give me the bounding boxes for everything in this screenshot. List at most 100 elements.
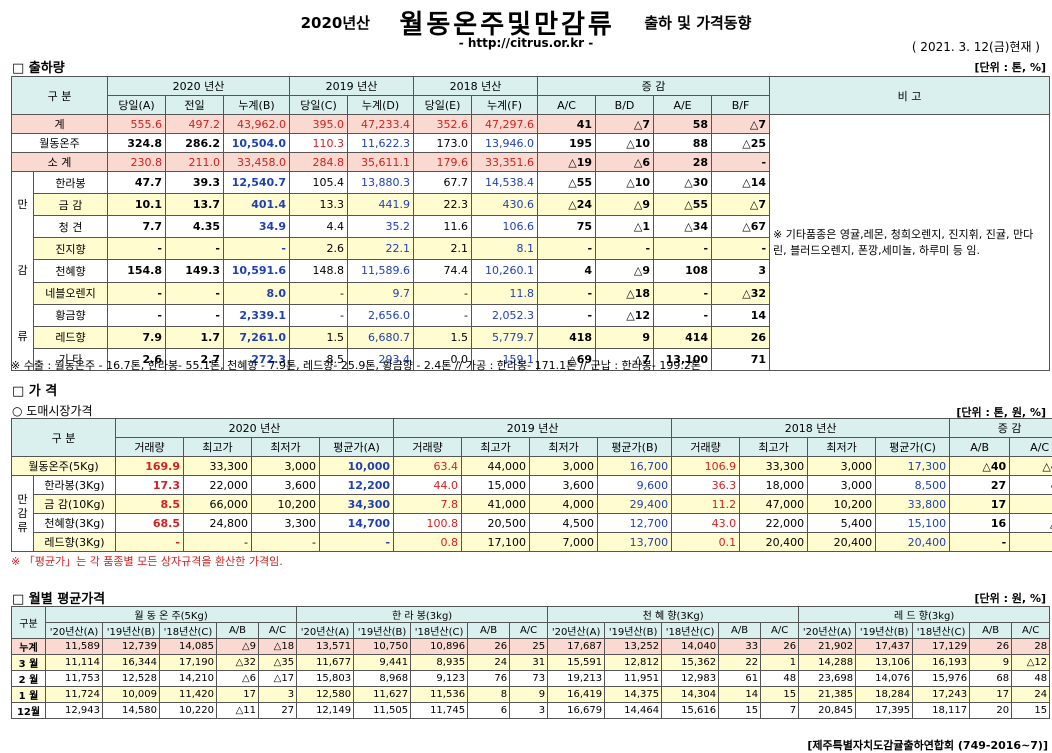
data-cell: 17,300 <box>875 456 951 476</box>
table-row: 천혜향 154.8 149.3 10,591.6 148.8 11,589.6 74.4 10… <box>12 259 1050 283</box>
data-cell: 352.6 <box>413 114 473 134</box>
data-cell: 33 <box>718 638 762 655</box>
row-label: 레드향(3Kg) <box>33 532 116 552</box>
data-cell: △67 <box>711 215 771 239</box>
monthly-unit: [단위 : 원, %] <box>974 592 1046 605</box>
data-cell: - <box>413 281 473 305</box>
data-cell: △55 <box>537 170 597 195</box>
data-cell: 100.8 <box>393 513 463 533</box>
data-cell: 14,375 <box>604 686 663 703</box>
data-cell: 3,000 <box>807 475 877 495</box>
data-cell: △42 <box>1009 456 1052 476</box>
row-label: 월동온주(5Kg) <box>11 456 116 476</box>
header-column: '19년산(B) <box>353 622 412 639</box>
data-cell: 395.0 <box>289 114 348 134</box>
data-cell: △18 <box>257 638 298 655</box>
header-column: '19년산(B) <box>855 622 914 639</box>
data-cell: 0.1 <box>671 532 741 552</box>
header-column: 누계(F) <box>471 95 539 115</box>
header-group: 2019 년산 <box>393 418 673 438</box>
data-cell: 12,739 <box>102 638 160 655</box>
site-url[interactable]: - http://citrus.or.kr - <box>458 36 594 50</box>
row-label: 계 <box>11 114 108 134</box>
header-column: A/B <box>718 622 762 639</box>
data-cell: 22.1 <box>346 237 415 261</box>
data-cell: 7,000 <box>529 532 599 552</box>
header-column: A/C <box>257 622 298 639</box>
data-cell: △17 <box>257 670 298 687</box>
row-label: 소 계 <box>11 152 108 172</box>
data-cell: 23,698 <box>798 670 857 687</box>
data-cell: 48 <box>1011 670 1051 687</box>
data-cell: 17,687 <box>547 638 606 655</box>
table-row: 월동온주 324.8 286.2 10,504.0 110.3 11,622.3 173.0… <box>11 133 1050 153</box>
header-column: '18년산(C) <box>159 622 217 639</box>
data-cell: 7.7 <box>107 215 166 239</box>
data-cell: 15,362 <box>661 654 720 671</box>
data-cell: 13,106 <box>855 654 914 671</box>
data-cell: 11,724 <box>45 686 103 703</box>
header-column: 거래량 <box>393 437 463 457</box>
header-column: '18년산(C) <box>912 622 971 639</box>
data-cell: 26 <box>467 638 511 655</box>
data-cell: 106.9 <box>671 456 741 476</box>
side-label-char: 류 <box>17 330 28 343</box>
data-cell: 88 <box>653 133 713 153</box>
row-label: 천혜향(3Kg) <box>33 513 116 533</box>
header-column: '19년산(B) <box>102 622 160 639</box>
data-cell: 15,976 <box>912 670 971 687</box>
data-cell: 286.2 <box>165 133 224 153</box>
data-cell: 16,419 <box>547 686 606 703</box>
data-cell: 33,300 <box>183 456 252 476</box>
data-cell: 11,420 <box>159 686 217 703</box>
data-cell: 35,611.1 <box>346 152 415 172</box>
header-column: A/B <box>969 622 1013 639</box>
header-group: 증 감 <box>949 418 1052 438</box>
data-cell: 14,288 <box>798 654 857 671</box>
side-label-char: 감 <box>17 264 28 277</box>
header-group: 레 드 향(3kg) <box>798 606 1051 623</box>
data-cell: 1 <box>760 654 800 671</box>
header-column: 최저가 <box>807 437 877 457</box>
data-cell: 9,123 <box>410 670 469 687</box>
header-column: 거래량 <box>671 437 741 457</box>
data-cell: 15,616 <box>661 702 720 719</box>
data-cell: 15 <box>760 686 800 703</box>
data-cell: 22,000 <box>739 513 809 533</box>
data-cell: 12,580 <box>296 686 355 703</box>
row-label: 레드향 <box>33 325 108 349</box>
data-cell: 8,968 <box>353 670 412 687</box>
data-cell: 29,400 <box>597 494 673 514</box>
data-cell: 195 <box>537 133 597 153</box>
data-cell: 73 <box>509 670 549 687</box>
data-cell: 11.8 <box>471 281 539 305</box>
header-group: 월 동 온 주(5Kg) <box>44 606 298 623</box>
data-cell: 12,983 <box>661 670 720 687</box>
data-cell: 179.6 <box>413 152 473 172</box>
data-cell: 414 <box>653 325 713 349</box>
data-cell: 17,437 <box>855 638 914 655</box>
header-column: A/B <box>467 622 511 639</box>
data-cell: 16,679 <box>547 702 606 719</box>
data-cell: △9 <box>595 259 655 283</box>
data-cell: △18 <box>595 281 655 305</box>
data-cell: 21,385 <box>798 686 857 703</box>
side-label-char: 감 <box>17 506 28 520</box>
data-cell: 17,395 <box>855 702 914 719</box>
data-cell: - <box>107 303 166 327</box>
data-cell: 12,540.7 <box>223 170 290 195</box>
header-group: 2020 년산 <box>114 418 395 438</box>
data-cell: 173.0 <box>413 133 473 153</box>
data-cell: 14,040 <box>661 638 720 655</box>
header-column: 당일(C) <box>289 95 348 115</box>
data-cell: 10,009 <box>102 686 160 703</box>
shipment-note: ※ 수출 : 월동온주 - 16.7톤, 한라봉- 55.1톤, 천혜향 - 7… <box>11 359 701 372</box>
data-cell: 16 <box>949 513 1011 533</box>
data-cell: 230.8 <box>107 152 166 172</box>
data-cell: - <box>107 281 166 305</box>
data-cell: 5,779.7 <box>471 325 539 349</box>
data-cell: △55 <box>653 193 713 217</box>
data-cell: 17.3 <box>115 475 184 495</box>
data-cell: 13,252 <box>604 638 663 655</box>
data-cell: 14,076 <box>855 670 914 687</box>
